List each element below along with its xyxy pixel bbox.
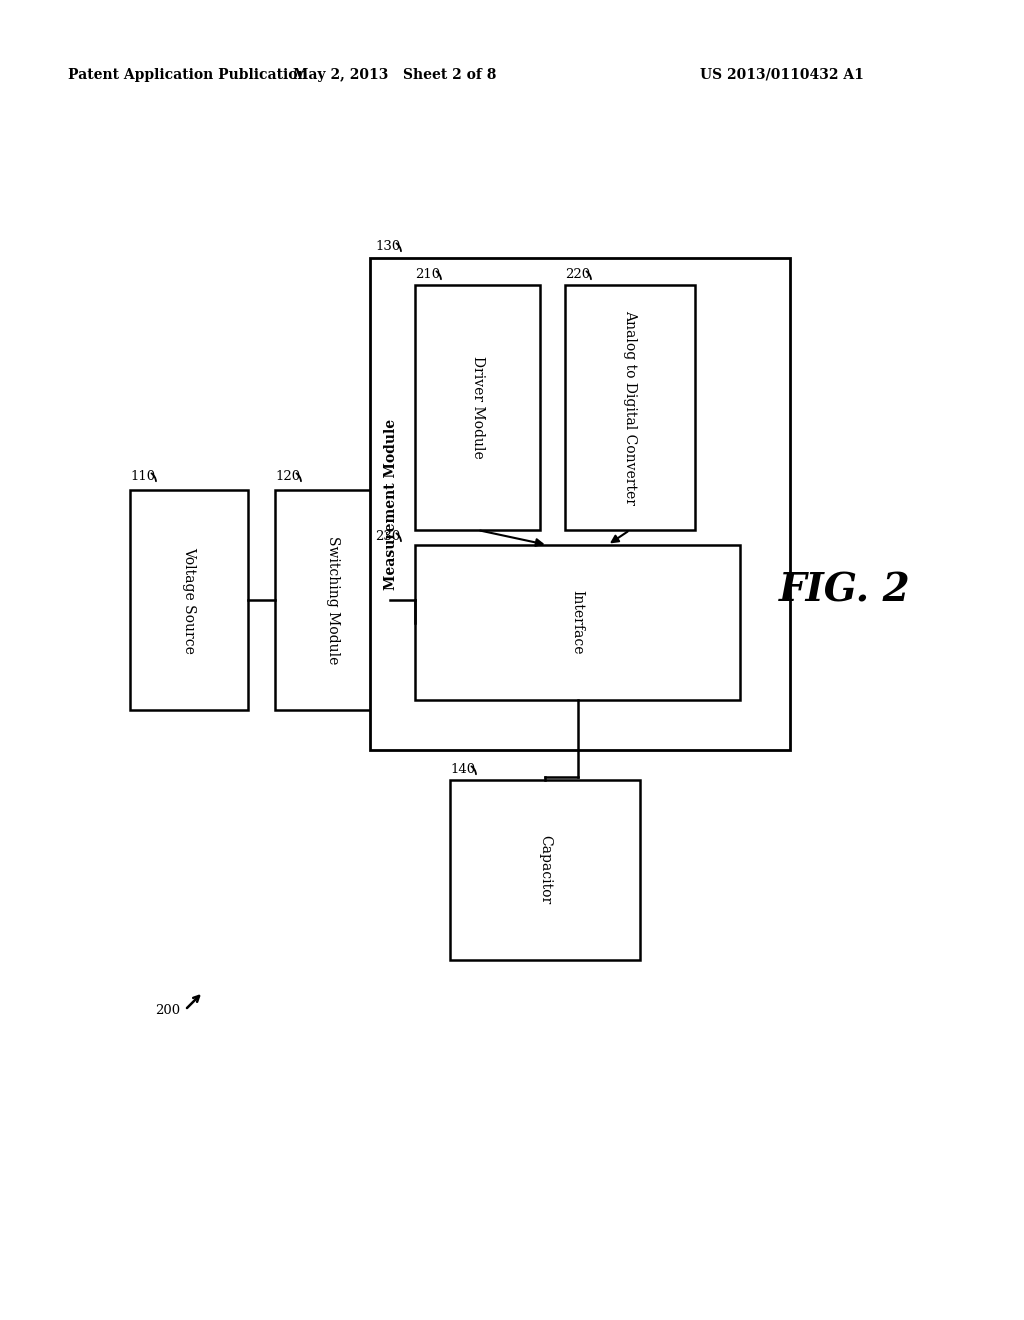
Text: Analog to Digital Converter: Analog to Digital Converter: [623, 310, 637, 506]
Text: US 2013/0110432 A1: US 2013/0110432 A1: [700, 69, 864, 82]
Bar: [565, 285, 695, 531]
Text: May 2, 2013   Sheet 2 of 8: May 2, 2013 Sheet 2 of 8: [293, 69, 497, 82]
Text: Voltage Source: Voltage Source: [182, 546, 196, 653]
Text: FIG. 2: FIG. 2: [779, 572, 910, 609]
Text: 210: 210: [415, 268, 440, 281]
Text: 140: 140: [450, 763, 475, 776]
Text: Patent Application Publication: Patent Application Publication: [68, 69, 307, 82]
Text: Driver Module: Driver Module: [470, 356, 484, 459]
Text: Capacitor: Capacitor: [538, 836, 552, 904]
Text: 220: 220: [565, 268, 590, 281]
Text: Interface: Interface: [570, 590, 585, 655]
Text: 230: 230: [375, 531, 400, 543]
Bar: [450, 780, 640, 960]
Bar: [130, 490, 248, 710]
Bar: [415, 545, 740, 700]
Bar: [415, 285, 540, 531]
Bar: [370, 257, 790, 750]
Text: 130: 130: [375, 240, 400, 253]
Text: 200: 200: [155, 1003, 180, 1016]
Text: Switching Module: Switching Module: [326, 536, 340, 664]
Bar: [275, 490, 390, 710]
Text: 110: 110: [130, 470, 155, 483]
Text: 120: 120: [275, 470, 300, 483]
Text: Measurement Module: Measurement Module: [384, 418, 398, 590]
